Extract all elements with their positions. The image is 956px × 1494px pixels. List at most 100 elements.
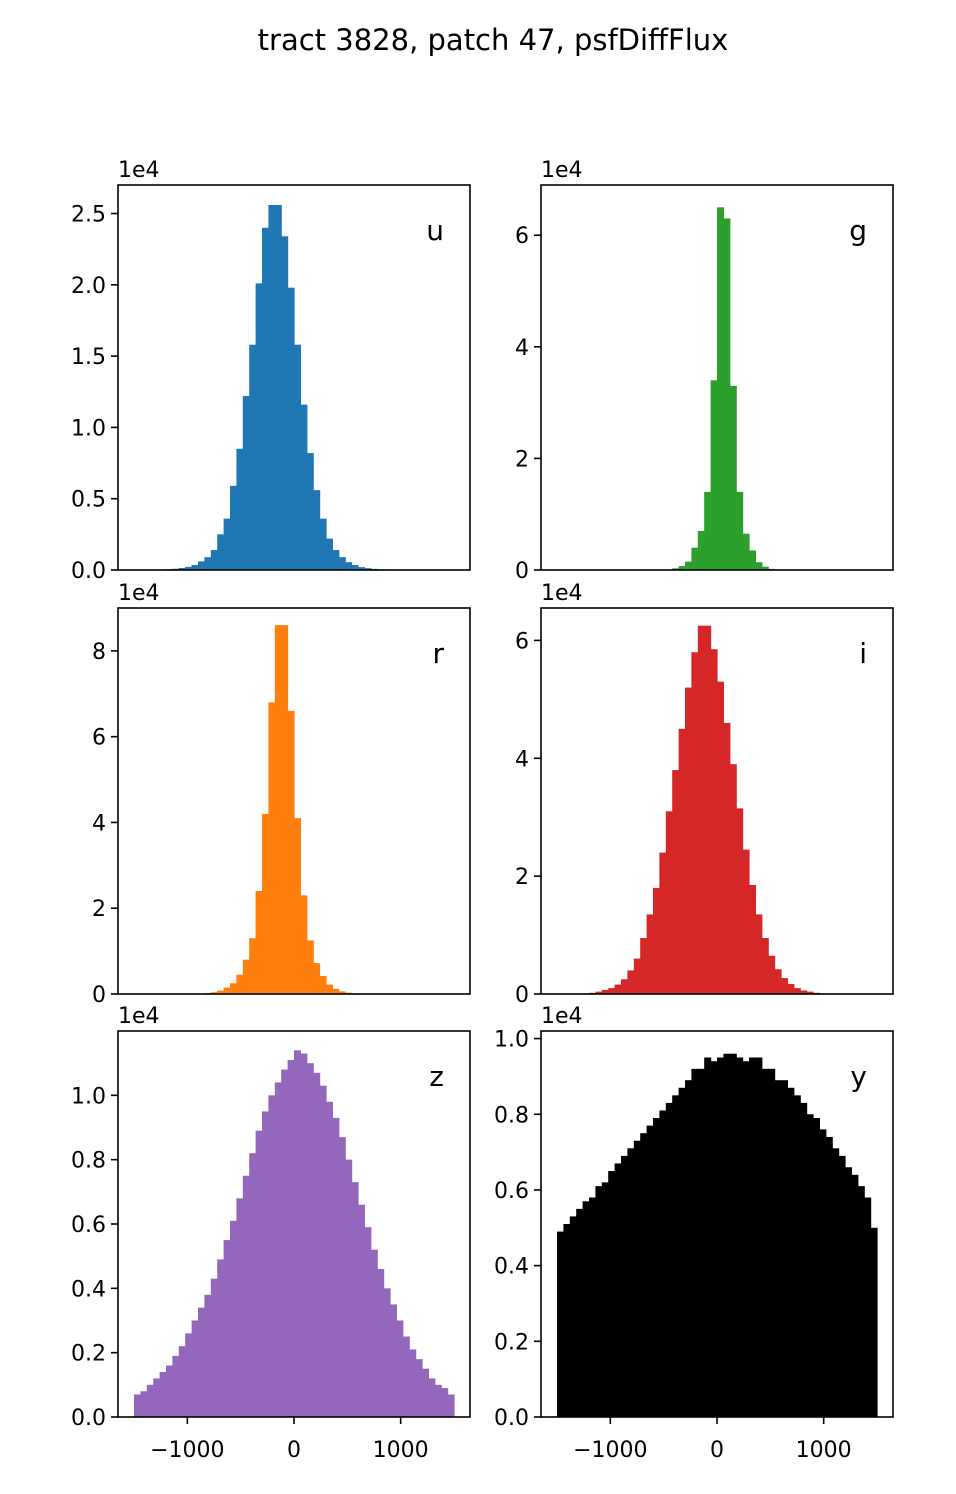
histogram-bar (319, 975, 327, 994)
y-tick-label: 4 (515, 747, 529, 772)
histogram-bar (710, 1061, 718, 1417)
histogram-bar (262, 1111, 269, 1417)
band-label-z: z (429, 1060, 444, 1093)
histogram-bar (665, 811, 673, 994)
histogram-bar (685, 561, 692, 570)
histogram-bar (838, 1155, 846, 1417)
band-label-y: y (850, 1060, 867, 1093)
histogram-bar (249, 938, 257, 994)
y-tick-label: 0.0 (71, 559, 106, 584)
y-tick-label: 8 (92, 640, 106, 665)
y-tick-label: 0.4 (71, 1277, 106, 1302)
histogram-bar (806, 991, 814, 994)
panel-y: 0.0 0.2 0.4 0.6 0.8 1.0 −1000 0 1000 1e4 y (494, 1004, 894, 1463)
histogram-bar (268, 1095, 276, 1417)
histogram-bar (813, 1118, 820, 1417)
histogram-bar (294, 344, 301, 570)
histogram-bar (742, 1061, 750, 1417)
histogram-bar (434, 1384, 442, 1417)
histogram-bar (697, 625, 705, 994)
histogram-bar (742, 533, 750, 570)
y-tick-label: 1.0 (71, 1084, 106, 1109)
panel-i: 0 2 4 6 1e4 i (515, 581, 894, 1008)
histogram-bar (306, 940, 314, 994)
histogram-bar (217, 534, 225, 570)
histogram-bar (422, 1368, 429, 1417)
y-tick-label: 1.0 (494, 1028, 529, 1053)
histogram-bar (576, 1208, 584, 1417)
y-offset-multiplier: 1e4 (541, 581, 583, 606)
histogram-bar (621, 979, 628, 994)
y-tick-label: 0 (515, 983, 529, 1008)
histogram-bar (358, 1204, 365, 1417)
histogram-bar (447, 1394, 455, 1417)
histogram-bar (236, 448, 244, 570)
histogram-bar (736, 1057, 744, 1417)
histogram-bar (326, 1101, 333, 1417)
histogram-bar (582, 1201, 590, 1417)
histogram-bar (383, 1288, 391, 1417)
histogram-bar (589, 1197, 596, 1417)
histogram-bar (204, 557, 212, 570)
y-tick-label: 0.5 (71, 488, 106, 513)
histogram-bar (287, 710, 295, 994)
histogram-bar (729, 764, 737, 994)
y-tick-label: 0.6 (494, 1179, 529, 1204)
histogram-bar (621, 1155, 628, 1417)
histogram-bar (428, 1378, 436, 1417)
histogram-bar (217, 990, 225, 994)
histogram-bar (640, 938, 648, 994)
histogram-bar (749, 884, 756, 994)
histogram-bar (223, 987, 231, 994)
histogram-bar (723, 1053, 731, 1417)
histogram-bar (159, 1371, 167, 1417)
histogram-bar (851, 1174, 859, 1417)
histogram-bar (723, 722, 731, 994)
histogram-bar (313, 1072, 321, 1417)
y-tick-label: 2.0 (71, 274, 106, 299)
histogram-bar (774, 969, 782, 994)
histogram-bar (710, 380, 718, 570)
histogram-bar (242, 396, 250, 570)
x-tick-label: 0 (710, 1438, 724, 1463)
histogram-bar (749, 1057, 756, 1417)
histogram-bar (608, 988, 616, 994)
y-tick-label: 2 (515, 447, 529, 472)
histogram-bar (319, 518, 327, 570)
histogram-bar (614, 1163, 622, 1417)
histogram-bar (415, 1359, 423, 1417)
histogram-bar (300, 1053, 308, 1417)
histogram-bar (351, 565, 359, 570)
histogram-bar (710, 649, 718, 994)
histogram-bar (768, 1068, 776, 1417)
y-tick-label: 6 (515, 629, 529, 654)
histogram-bar (281, 625, 289, 994)
histogram-bar (281, 1069, 289, 1417)
histogram-bar (717, 207, 724, 570)
histogram-bar (781, 978, 788, 994)
histogram-bar (569, 1216, 577, 1417)
histogram-bar (255, 891, 263, 994)
y-tick-label: 2 (92, 897, 106, 922)
histogram-bar (249, 1153, 257, 1417)
panel-u: 0.0 0.5 1.0 1.5 2.0 2.5 1e4 u (71, 158, 471, 584)
histogram-bar (370, 1249, 378, 1417)
axes-frame (117, 184, 471, 571)
histogram-bar (729, 385, 737, 570)
panel-g: 0 2 4 6 1e4 g (515, 158, 894, 584)
axes-frame (117, 607, 471, 995)
histogram-bar (178, 1346, 186, 1417)
histogram-bar (685, 687, 692, 994)
y-offset-multiplier: 1e4 (541, 158, 583, 183)
band-label-r: r (432, 637, 444, 670)
x-tick-label: 1000 (796, 1438, 852, 1463)
histogram-bar (678, 566, 686, 570)
histogram-bar (396, 1320, 404, 1417)
histogram-bar (864, 1197, 872, 1417)
histogram-bar (274, 625, 282, 994)
x-tick-label: −1000 (150, 1438, 224, 1463)
histogram-bar (557, 1231, 564, 1417)
histogram-bar (787, 1087, 795, 1417)
histogram-bar (691, 652, 699, 994)
